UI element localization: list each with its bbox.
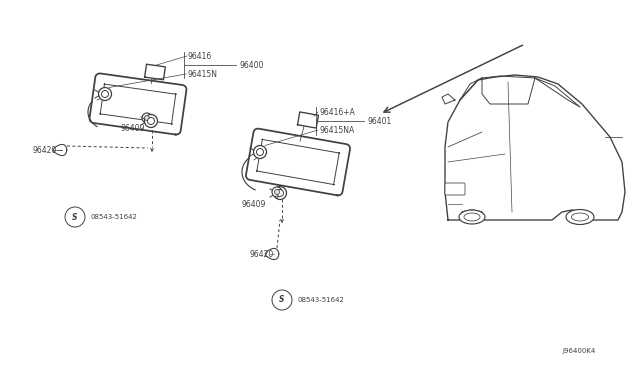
Circle shape [272,290,292,310]
Polygon shape [265,248,279,260]
Text: 96416: 96416 [188,51,212,61]
Ellipse shape [102,90,109,97]
Polygon shape [298,112,319,128]
Ellipse shape [273,186,287,199]
Text: 08543-51642: 08543-51642 [297,297,344,303]
Text: 96415N: 96415N [188,70,218,78]
Text: 96409: 96409 [120,124,145,132]
Ellipse shape [147,118,154,125]
Text: 08543-51642: 08543-51642 [90,214,137,220]
Ellipse shape [272,187,282,197]
Ellipse shape [572,213,589,221]
Ellipse shape [142,113,152,123]
Ellipse shape [99,87,111,100]
Text: 96415NA: 96415NA [320,125,355,135]
Text: J96400K4: J96400K4 [562,348,595,354]
Ellipse shape [145,115,157,128]
Text: S: S [72,212,77,221]
Text: 96401: 96401 [368,116,392,125]
Ellipse shape [253,145,266,158]
Ellipse shape [145,115,150,121]
Text: 96400: 96400 [240,61,264,70]
Polygon shape [145,64,165,80]
Circle shape [65,207,85,227]
Text: 96420: 96420 [32,145,56,154]
Text: 96409: 96409 [242,199,266,208]
Ellipse shape [276,189,284,196]
FancyBboxPatch shape [445,183,465,195]
Ellipse shape [566,209,594,224]
Ellipse shape [275,189,280,195]
Text: 96420: 96420 [250,250,275,259]
Text: S: S [279,295,285,305]
Text: 96416+A: 96416+A [320,108,356,116]
Polygon shape [53,144,67,155]
Ellipse shape [257,148,264,155]
Ellipse shape [464,213,480,221]
Ellipse shape [459,210,485,224]
